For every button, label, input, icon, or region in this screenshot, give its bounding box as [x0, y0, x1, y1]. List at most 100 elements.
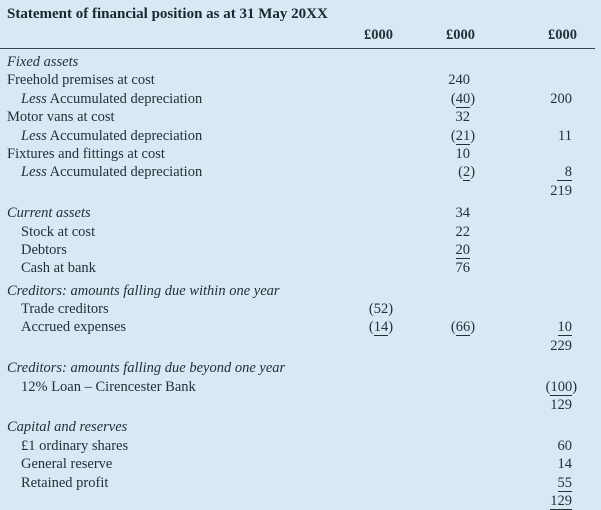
row-label — [0, 182, 300, 200]
amount-value: 14 — [557, 456, 573, 473]
amount-value: 219 — [550, 182, 572, 199]
row-label: Debtors — [21, 241, 67, 258]
column-header-2: £000 — [446, 27, 475, 43]
amount-value: 20 — [455, 241, 470, 259]
table-row: Creditors: amounts falling due within on… — [0, 282, 601, 300]
amount-value: 55 — [557, 474, 572, 492]
amount-c3: 14 — [470, 455, 573, 473]
amount-c1 — [300, 204, 388, 222]
amount-c3 — [470, 282, 572, 300]
amount-c1 — [300, 71, 388, 89]
amount-c2: 20 — [388, 241, 470, 259]
amount-value: 229 — [550, 337, 572, 354]
amount-c1 — [300, 127, 388, 145]
amount-c2: (21) — [388, 127, 475, 145]
amount-c3 — [470, 145, 572, 163]
amount-value: (2) — [458, 164, 476, 182]
table-row: Less Accumulated depreciation (40) 200 — [0, 90, 601, 108]
table-row: £1 ordinary shares 60 — [0, 437, 601, 455]
amount-c1 — [300, 259, 388, 277]
amount-c1 — [300, 163, 388, 181]
row-label — [0, 337, 300, 355]
table-row: Less Accumulated depreciation (2) 8 — [0, 163, 601, 182]
amount-c2: (66) — [388, 318, 475, 337]
amount-c3: 129 — [470, 396, 572, 414]
amount-c2: (2) — [388, 163, 475, 182]
amount-c2: 76 — [388, 259, 471, 277]
amount-c2: 22 — [388, 223, 471, 241]
table-row: Fixed assets — [0, 53, 601, 71]
row-label: 12% Loan – Cirencester Bank — [21, 378, 196, 395]
row-label: Capital and reserves — [7, 419, 128, 436]
amount-c2 — [388, 378, 470, 396]
amount-value: 129 — [550, 397, 572, 414]
amount-c2: 10 — [388, 145, 471, 163]
table-row: 129 — [0, 396, 601, 414]
table-row: Creditors: amounts falling due beyond on… — [0, 359, 601, 377]
amount-value: (14) — [368, 319, 394, 337]
amount-c2 — [388, 418, 470, 436]
less-prefix: Less — [21, 164, 47, 181]
amount-c1 — [300, 223, 388, 241]
amount-c3: 129 — [470, 492, 572, 510]
header-spacer — [0, 25, 300, 45]
table-row: Fixtures and fittings at cost 10 — [0, 145, 601, 163]
amount-c3 — [470, 241, 572, 259]
amount-c3: (100) — [470, 378, 577, 396]
row-label: Retained profit — [21, 474, 109, 491]
amount-c3 — [470, 300, 572, 318]
amount-c1 — [300, 182, 388, 200]
less-prefix: Less — [21, 127, 47, 144]
amount-c2 — [388, 337, 470, 355]
amount-c3 — [470, 259, 572, 277]
amount-c1 — [300, 418, 388, 436]
amount-c1 — [300, 282, 388, 300]
row-label — [0, 396, 300, 414]
column-header-row: £000 £000 £000 — [0, 25, 601, 45]
page-title: Statement of financial position as at 31… — [7, 6, 328, 22]
amount-c1: (14) — [300, 318, 393, 337]
amount-value: 60 — [557, 437, 573, 454]
table-row: 219 — [0, 182, 601, 200]
amount-value: (21) — [450, 127, 476, 145]
amount-c2: 240 — [388, 71, 470, 89]
amount-value: 32 — [455, 109, 471, 126]
row-label: Stock at cost — [21, 223, 96, 240]
table-row: Stock at cost 22 — [0, 223, 601, 241]
row-label: Less Accumulated depreciation — [21, 127, 203, 144]
amount-value: 10 — [455, 145, 471, 162]
row-label: Current assets — [7, 205, 91, 222]
row-label: Less Accumulated depreciation — [21, 164, 203, 181]
amount-c1 — [300, 90, 388, 108]
amount-c1: (52) — [300, 300, 393, 318]
less-prefix: Less — [21, 90, 47, 107]
table-row: Cash at bank 76 — [0, 259, 601, 277]
amount-c3 — [470, 359, 572, 377]
row-label: Fixtures and fittings at cost — [7, 145, 165, 162]
amount-c3: 10 — [470, 318, 572, 337]
row-label — [0, 492, 300, 510]
column-header-1: £000 — [364, 27, 393, 43]
amount-c3 — [470, 223, 572, 241]
amount-c1 — [300, 474, 388, 492]
amount-c2 — [388, 396, 470, 414]
amount-value: (100) — [545, 378, 578, 396]
row-label: Freehold premises at cost — [7, 72, 155, 89]
amount-c1 — [300, 492, 388, 510]
amount-c2 — [388, 455, 470, 473]
table-row: Trade creditors (52) — [0, 300, 601, 318]
amount-value: 129 — [550, 492, 572, 510]
amount-value: (52) — [368, 301, 394, 318]
table-row: 129 — [0, 492, 601, 510]
row-label: Less Accumulated depreciation — [21, 90, 203, 107]
row-label: Accrued expenses — [21, 319, 127, 336]
amount-value: 10 — [557, 319, 572, 337]
amount-c2 — [388, 359, 470, 377]
amount-c3 — [470, 108, 572, 126]
amount-c1 — [300, 455, 388, 473]
table-row: Capital and reserves — [0, 418, 601, 436]
amount-c3: 8 — [470, 163, 572, 182]
amount-c3: 11 — [470, 127, 572, 145]
amount-c2: (40) — [388, 90, 475, 108]
